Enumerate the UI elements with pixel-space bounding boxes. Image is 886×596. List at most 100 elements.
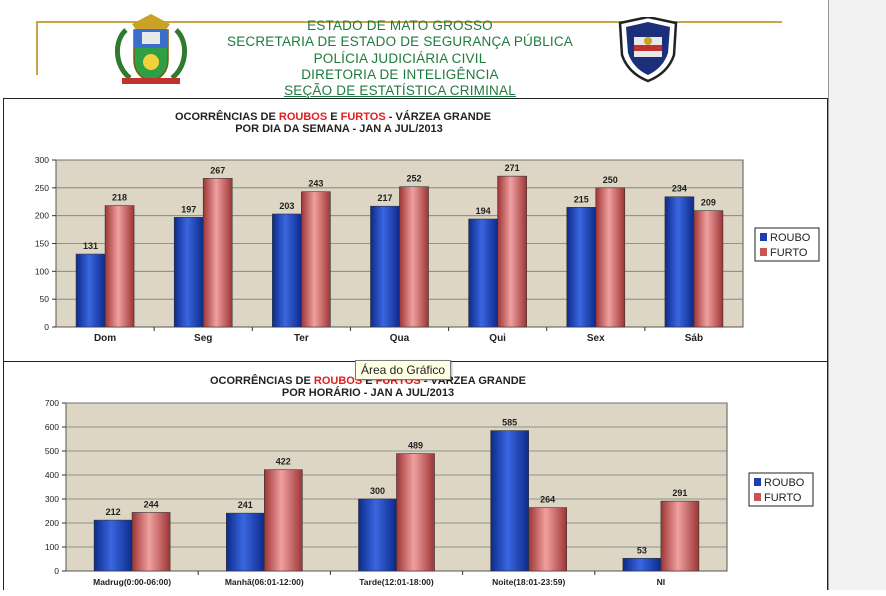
- legend-swatch-furto: [754, 493, 761, 501]
- roubo-bar: [490, 430, 530, 572]
- chart-area-tooltip: Área do Gráfico: [355, 360, 452, 380]
- data-label: 244: [144, 499, 159, 509]
- x-tick-label: Seg: [194, 333, 212, 344]
- workspace-margin: [829, 0, 886, 590]
- chart-subtitle: POR DIA DA SEMANA - JAN A JUL/2013: [235, 123, 443, 135]
- furto-bar: [202, 178, 233, 328]
- roubo-bar: [93, 519, 133, 572]
- data-label: 585: [502, 418, 517, 428]
- header-line-secretariat: SECRETARIA DE ESTADO DE SEGURANÇA PÚBLIC…: [226, 34, 574, 50]
- y-tick-label: 100: [35, 266, 49, 276]
- legend: ROUBO FURTO: [748, 472, 814, 507]
- x-tick-label: Manhã(06:01-12:00): [225, 577, 304, 587]
- y-tick-label: 150: [35, 239, 49, 249]
- furto-bar: [693, 210, 724, 328]
- legend: ROUBO FURTO: [754, 227, 820, 262]
- furto-bar: [131, 512, 171, 572]
- y-tick-label: 600: [45, 422, 59, 432]
- x-tick-label: Tarde(12:01-18:00): [359, 577, 434, 587]
- data-label: 53: [637, 545, 647, 555]
- y-tick-label: 500: [45, 446, 59, 456]
- chart-panel-weekday[interactable]: OCORRÊNCIAS DE ROUBOS E FURTOS - VÁRZEA …: [3, 98, 828, 362]
- x-tick-label: Qui: [489, 333, 506, 344]
- data-label: 203: [279, 201, 294, 211]
- legend-label-furto: FURTO: [770, 247, 808, 259]
- data-label: 291: [672, 488, 687, 498]
- y-tick-label: 200: [45, 518, 59, 528]
- header-line-state: ESTADO DE MATO GROSSO: [307, 18, 493, 33]
- data-label: 234: [672, 184, 687, 194]
- header-line-section: SEÇÃO DE ESTATÍSTICA CRIMINAL: [284, 83, 516, 99]
- state-coat-of-arms-icon: [115, 14, 187, 84]
- roubo-bar: [468, 218, 498, 328]
- y-tick-label: 50: [40, 294, 50, 304]
- furto-bar: [595, 187, 626, 328]
- data-label: 209: [701, 198, 716, 208]
- data-label: 300: [370, 486, 385, 496]
- y-tick-label: 0: [54, 566, 59, 576]
- furto-bar: [497, 175, 527, 328]
- chart-title-roubos: ROUBOS: [314, 375, 362, 387]
- furto-bar: [660, 500, 700, 572]
- legend-label-furto: FURTO: [764, 492, 802, 504]
- data-label: 264: [540, 495, 555, 505]
- furto-bar: [396, 453, 435, 572]
- chart-subtitle: POR HORÁRIO - JAN A JUL/2013: [282, 386, 454, 399]
- document-page: ESTADO DE MATO GROSSO SECRETARIA DE ESTA…: [0, 0, 829, 590]
- chart-title: OCORRÊNCIAS DE ROUBOS E FURTOS - VÁRZEA …: [175, 110, 491, 123]
- data-label: 243: [308, 179, 323, 189]
- x-tick-label: Ter: [294, 333, 309, 344]
- data-label: 194: [476, 206, 491, 216]
- chart-plot: 0 50 100 150 200 250 300 Dom 131 218 Seg 197 267 Ter 2…: [35, 155, 744, 344]
- header-line-police: POLÍCIA JUDICIÁRIA CIVIL: [313, 50, 487, 66]
- x-tick-label: NI: [657, 577, 666, 587]
- data-label: 267: [210, 165, 225, 175]
- roubo-bar: [358, 498, 397, 572]
- y-tick-label: 300: [35, 155, 49, 165]
- chart-hour-svg[interactable]: OCORRÊNCIAS DE ROUBOS E FURTOS - VÁRZEA …: [4, 362, 827, 591]
- data-label: 131: [83, 241, 98, 251]
- furto-bar: [399, 186, 429, 328]
- chart-title-part: OCORRÊNCIAS DE: [210, 374, 314, 387]
- chart-title-furtos: FURTOS: [341, 111, 386, 123]
- chart-title-part: OCORRÊNCIAS DE: [175, 110, 279, 123]
- roubo-bar: [226, 512, 265, 572]
- x-tick-label: Qua: [390, 333, 410, 344]
- data-label: 489: [408, 441, 423, 451]
- data-label: 250: [603, 175, 618, 185]
- furto-bar: [528, 507, 568, 572]
- header-title-block: ESTADO DE MATO GROSSO SECRETARIA DE ESTA…: [200, 18, 600, 99]
- x-tick-label: Madrug(0:00-06:00): [93, 577, 171, 587]
- chart-title-roubos: ROUBOS: [279, 111, 327, 123]
- y-tick-label: 250: [35, 183, 49, 193]
- data-label: 197: [181, 204, 196, 214]
- data-label: 215: [574, 194, 589, 204]
- x-tick-label: Noite(18:01-23:59): [492, 577, 565, 587]
- roubo-bar: [664, 196, 695, 328]
- roubo-bar: [173, 217, 204, 328]
- legend-swatch-roubo: [754, 478, 761, 486]
- furto-bar: [263, 469, 303, 572]
- legend-label-roubo: ROUBO: [770, 232, 811, 244]
- data-label: 422: [276, 457, 291, 467]
- roubo-bar: [75, 253, 106, 328]
- roubo-bar: [272, 213, 302, 328]
- header-line-directorate: DIRETORIA DE INTELIGÊNCIA: [301, 66, 499, 82]
- data-label: 241: [238, 500, 253, 510]
- chart-panel-hour[interactable]: OCORRÊNCIAS DE ROUBOS E FURTOS - VÁRZEA …: [3, 361, 828, 590]
- legend-swatch-furto: [760, 248, 767, 256]
- report-header: ESTADO DE MATO GROSSO SECRETARIA DE ESTA…: [0, 0, 828, 98]
- y-tick-label: 400: [45, 470, 59, 480]
- y-tick-label: 300: [45, 494, 59, 504]
- furto-bar: [301, 191, 331, 328]
- chart-plot: 0 100 200 300 400 500 600 700 Madrug(0:00-06:00)…: [45, 398, 728, 587]
- y-tick-label: 200: [35, 211, 49, 221]
- chart-weekday-svg[interactable]: OCORRÊNCIAS DE ROUBOS E FURTOS - VÁRZEA …: [4, 99, 827, 361]
- chart-title-part: - VÁRZEA GRANDE: [386, 110, 491, 123]
- header-rule-top: [36, 21, 782, 23]
- y-tick-label: 100: [45, 542, 59, 552]
- roubo-bar: [566, 207, 597, 328]
- y-tick-label: 700: [45, 398, 59, 408]
- legend-label-roubo: ROUBO: [764, 477, 805, 489]
- data-label: 252: [406, 174, 421, 184]
